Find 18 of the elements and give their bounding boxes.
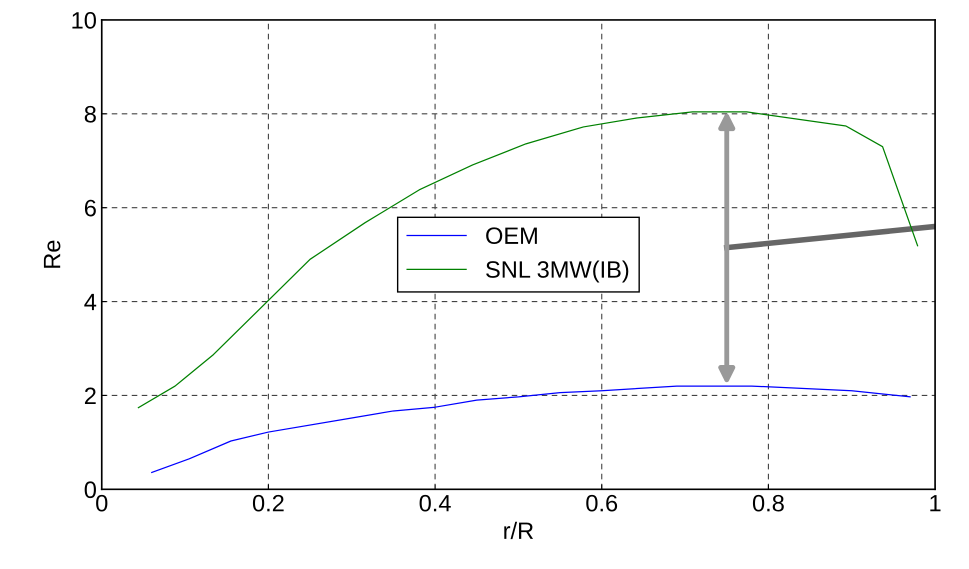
line-series bbox=[151, 385, 911, 474]
x-tick-label: 0.6 bbox=[586, 494, 618, 512]
y-tick-label: 0 bbox=[84, 481, 96, 498]
x-tick-label: 0.2 bbox=[252, 494, 284, 512]
legend-label: SNL 3MW(IB) bbox=[486, 260, 628, 283]
x-tick-label: 0.4 bbox=[420, 494, 451, 512]
y-tick-label: 2 bbox=[84, 388, 96, 404]
y-axis-title: Re bbox=[44, 240, 60, 268]
x-axis-title: r/R bbox=[504, 522, 534, 540]
x-tick-label: 1 bbox=[930, 495, 940, 512]
y-tick-label: 8 bbox=[84, 106, 96, 123]
y-tick-label: 10 bbox=[72, 12, 96, 29]
line-series bbox=[138, 111, 918, 408]
legend-label: OEM bbox=[486, 227, 537, 244]
y-tick-label: 6 bbox=[84, 200, 96, 216]
y-tick-label: 4 bbox=[84, 294, 96, 310]
x-tick-label: 0.8 bbox=[752, 494, 784, 512]
x-tick-label: 0 bbox=[96, 494, 108, 512]
